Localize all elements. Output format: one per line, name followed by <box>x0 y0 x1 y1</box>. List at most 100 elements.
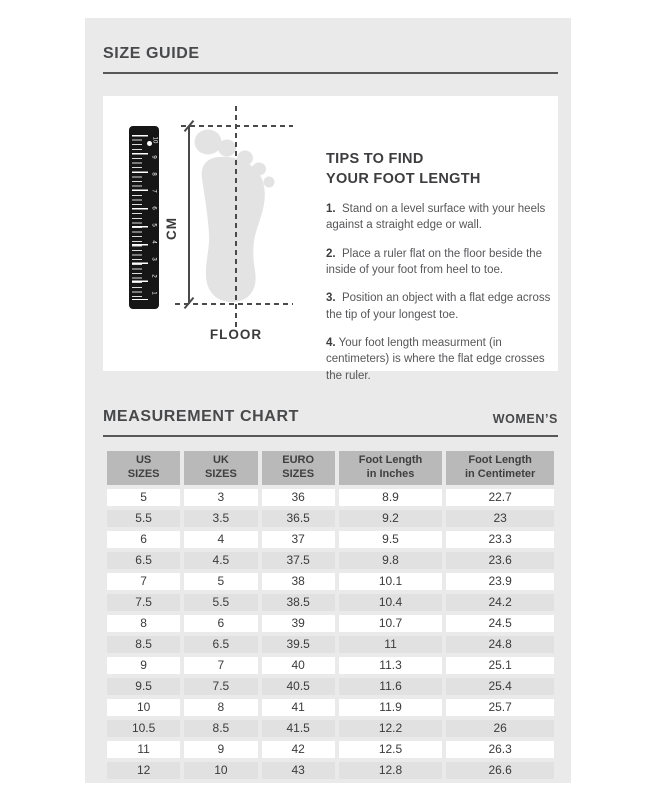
table-row: 10.5 8.5 41.5 12.2 26 <box>107 719 554 737</box>
table-row: 7.5 5.5 38.5 10.4 24.2 <box>107 593 554 611</box>
table-cell: 25.7 <box>446 698 554 716</box>
table-cell: 25.4 <box>446 677 554 695</box>
table-cell: 9.8 <box>338 551 443 569</box>
table-cell: 12.2 <box>338 719 443 737</box>
column-header-5: Foot Length in Centimeter <box>446 451 554 485</box>
table-cell: 38.5 <box>261 593 335 611</box>
ruler-number: 4 <box>151 240 157 244</box>
table-cell: 40.5 <box>261 677 335 695</box>
column-header-4: Foot Length in Inches <box>338 451 443 485</box>
table-cell: 26.3 <box>446 740 554 758</box>
table-cell: 23.6 <box>446 551 554 569</box>
table-row: 5 3 36 8.9 22.7 <box>107 488 554 506</box>
ruler-number: 8 <box>151 172 157 176</box>
table-cell: 7.5 <box>107 593 181 611</box>
table-cell: 3.5 <box>184 509 258 527</box>
table-row: 6 4 37 9.5 23.3 <box>107 530 554 548</box>
table-row: 9 7 40 11.3 25.1 <box>107 656 554 674</box>
floor-dashed-line <box>175 303 293 305</box>
table-cell: 11.3 <box>338 656 443 674</box>
table-cell: 37 <box>261 530 335 548</box>
foot-measure-diagram: 10 9 8 7 6 5 4 3 2 1 CM FLOOR <box>103 96 558 371</box>
table-cell: 9.5 <box>338 530 443 548</box>
table-cell: 23.3 <box>446 530 554 548</box>
table-cell: 11 <box>338 635 443 653</box>
size-guide-divider <box>103 72 558 74</box>
table-cell: 41.5 <box>261 719 335 737</box>
table-body: 5 3 36 8.9 22.7 5.5 3.5 36.5 9.2 23 6 4 37 9.5 23.3 6.5… <box>107 488 554 779</box>
table-cell: 38 <box>261 572 335 590</box>
ruler-number: 7 <box>151 189 157 193</box>
table-cell: 12.8 <box>338 761 443 779</box>
tip-item-4: 4. Your foot length measurment (in centi… <box>326 337 545 382</box>
table-cell: 6 <box>107 530 181 548</box>
measurement-chart-title: MEASUREMENT CHART <box>103 408 299 425</box>
table-cell: 36 <box>261 488 335 506</box>
table-cell: 11.6 <box>338 677 443 695</box>
audience-label: WOMEN’S <box>492 412 558 426</box>
size-conversion-table: US SIZES UK SIZES EURO SIZES Foot Length in Inc… <box>103 447 558 783</box>
table-cell: 43 <box>261 761 335 779</box>
table-cell: 8.9 <box>338 488 443 506</box>
table-cell: 24.5 <box>446 614 554 632</box>
table-cell: 10 <box>184 761 258 779</box>
tips-title-line2: YOUR FOOT LENGTH <box>326 170 481 187</box>
table-cell: 39.5 <box>261 635 335 653</box>
table-cell: 36.5 <box>261 509 335 527</box>
table-cell: 26 <box>446 719 554 737</box>
column-header-2: UK SIZES <box>184 451 258 485</box>
measurement-chart-header: MEASUREMENT CHART WOMEN’S <box>103 408 558 426</box>
table-cell: 42 <box>261 740 335 758</box>
size-guide-title: SIZE GUIDE <box>103 45 200 62</box>
table-cell: 41 <box>261 698 335 716</box>
floor-label: FLOOR <box>209 327 263 342</box>
table-cell: 8 <box>184 698 258 716</box>
length-dimension-line <box>188 126 190 304</box>
table-cell: 3 <box>184 488 258 506</box>
table-cell: 9.2 <box>338 509 443 527</box>
table-cell: 5 <box>107 488 181 506</box>
table-cell: 7.5 <box>184 677 258 695</box>
table-cell: 9 <box>184 740 258 758</box>
table-cell: 6.5 <box>107 551 181 569</box>
tips-block: TIPS TO FIND YOUR FOOT LENGTH 1. Stand o… <box>326 150 560 384</box>
toe-tip-dashed-line <box>181 125 293 127</box>
table-cell: 39 <box>261 614 335 632</box>
table-cell: 9 <box>107 656 181 674</box>
table-cell: 9.5 <box>107 677 181 695</box>
table-cell: 24.8 <box>446 635 554 653</box>
table-header-row: US SIZES UK SIZES EURO SIZES Foot Length in Inc… <box>107 451 554 485</box>
table-cell: 4.5 <box>184 551 258 569</box>
ruler-number: 6 <box>151 206 157 210</box>
tip-item-3: 3. Position an object with a flat edge a… <box>326 292 551 321</box>
table-cell: 6 <box>184 614 258 632</box>
table-cell: 5.5 <box>184 593 258 611</box>
ruler-number: 9 <box>151 155 157 159</box>
table-row: 9.5 7.5 40.5 11.6 25.4 <box>107 677 554 695</box>
measurement-diagram-card: 10 9 8 7 6 5 4 3 2 1 CM FLOOR TIPS TO FIND YOUR F… <box>103 96 558 382</box>
table-cell: 8 <box>107 614 181 632</box>
tip-item-2: 2. Place a ruler flat on the floor besid… <box>326 247 543 277</box>
table-cell: 11.9 <box>338 698 443 716</box>
measurement-chart-divider <box>103 435 558 437</box>
table-cell: 5 <box>184 572 258 590</box>
table-cell: 37.5 <box>261 551 335 569</box>
table-cell: 8.5 <box>107 635 181 653</box>
table-cell: 7 <box>107 572 181 590</box>
ruler-hole <box>147 141 152 146</box>
table-row: 12 10 43 12.8 26.6 <box>107 761 554 779</box>
table-cell: 25.1 <box>446 656 554 674</box>
tips-title-line1: TIPS TO FIND <box>326 151 424 167</box>
table-cell: 12.5 <box>338 740 443 758</box>
table-row: 11 9 42 12.5 26.3 <box>107 740 554 758</box>
ruler-graphic: 10 9 8 7 6 5 4 3 2 1 <box>129 126 159 309</box>
table-row: 6.5 4.5 37.5 9.8 23.6 <box>107 551 554 569</box>
column-header-1: US SIZES <box>107 451 181 485</box>
table-cell: 10.1 <box>338 572 443 590</box>
table-row: 7 5 38 10.1 23.9 <box>107 572 554 590</box>
table-cell: 4 <box>184 530 258 548</box>
table-cell: 10.4 <box>338 593 443 611</box>
table-cell: 40 <box>261 656 335 674</box>
footprint-illustration <box>194 129 275 303</box>
table-row: 10 8 41 11.9 25.7 <box>107 698 554 716</box>
